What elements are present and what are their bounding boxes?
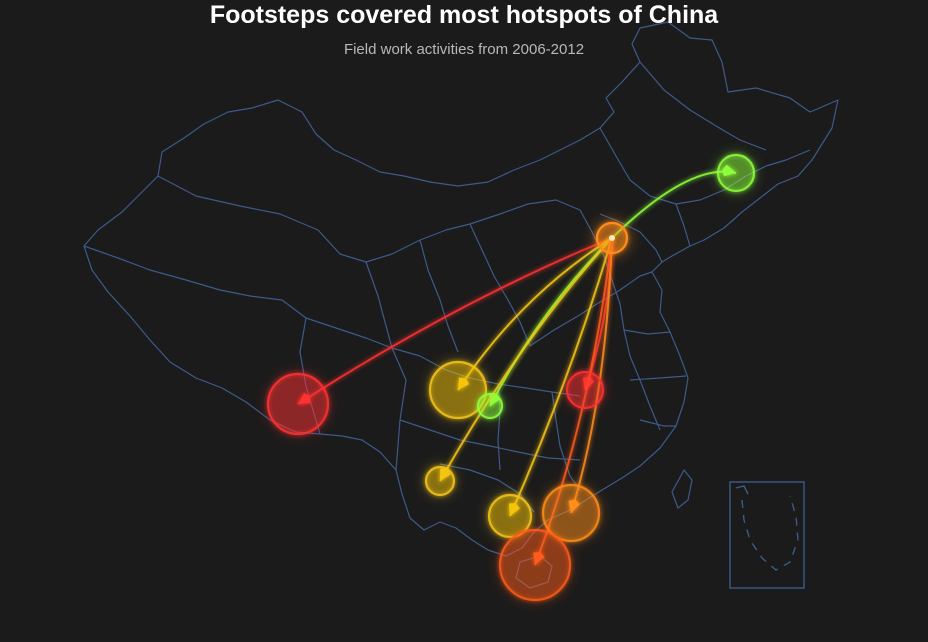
china-outline: [83, 21, 839, 557]
marker-guangxi: [487, 493, 533, 539]
province-border: [469, 223, 531, 347]
province-border: [639, 419, 676, 427]
province-border: [157, 175, 581, 263]
province-border: [623, 329, 671, 335]
province-border: [639, 61, 767, 151]
marker-tibet: [266, 372, 330, 436]
inset-dash-line: [741, 495, 799, 571]
province-border: [399, 419, 581, 461]
marker-layer: [266, 153, 756, 602]
province-border: [419, 239, 459, 353]
province-border: [529, 271, 653, 347]
route-tibet: [297, 237, 613, 405]
marker-central-south: [565, 370, 605, 410]
taiwan-island: [671, 469, 693, 509]
inset-island-mark: [735, 485, 749, 495]
country-borders: [83, 21, 839, 589]
map-subtitle: Field work activities from 2006-2012: [343, 41, 585, 58]
route-yunnan: [439, 237, 613, 482]
marker-yunnan: [424, 465, 456, 497]
province-border: [629, 375, 687, 381]
province-border: [675, 203, 691, 247]
province-border: [599, 127, 811, 205]
marker-northeast: [716, 153, 756, 193]
south-china-sea-inset: [729, 481, 805, 589]
marker-guangdong: [541, 483, 601, 543]
map-title: Footsteps covered most hotspots of China: [209, 1, 719, 29]
province-border: [551, 391, 581, 491]
route-chongqing: [489, 237, 613, 407]
inset-frame: [729, 481, 805, 589]
province-border: [365, 261, 407, 471]
marker-hainan: [498, 528, 572, 602]
route-guangxi: [509, 237, 613, 517]
marker-sichuan-east: [428, 360, 488, 420]
origin-dot: [609, 235, 615, 241]
marker-chongqing: [476, 392, 504, 420]
province-border: [83, 245, 421, 357]
